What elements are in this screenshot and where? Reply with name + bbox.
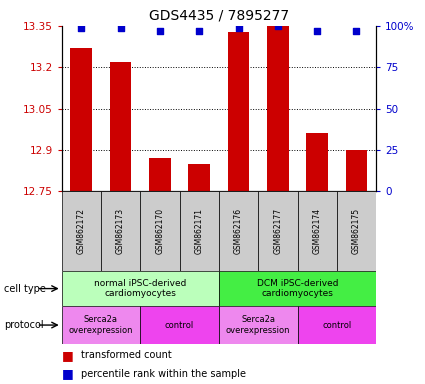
Text: ■: ■ [62, 367, 74, 381]
Point [353, 28, 360, 34]
Text: Serca2a
overexpression: Serca2a overexpression [226, 315, 290, 335]
Text: GSM862170: GSM862170 [156, 208, 164, 254]
Point [275, 23, 281, 29]
Bar [62, 271, 219, 306]
Text: normal iPSC-derived
cardiomyocytes: normal iPSC-derived cardiomyocytes [94, 279, 187, 298]
Bar [188, 164, 210, 191]
Text: Serca2a
overexpression: Serca2a overexpression [69, 315, 133, 335]
Text: GSM862174: GSM862174 [313, 208, 322, 254]
Point [78, 25, 85, 31]
Bar [219, 191, 258, 271]
Bar [267, 26, 289, 191]
Text: DCM iPSC-derived
cardiomyocytes: DCM iPSC-derived cardiomyocytes [257, 279, 338, 298]
Text: transformed count: transformed count [81, 350, 172, 360]
Bar [62, 306, 140, 344]
Bar [71, 48, 92, 191]
Bar [337, 191, 376, 271]
Text: GSM862175: GSM862175 [352, 208, 361, 254]
Bar [179, 191, 219, 271]
Point [196, 28, 203, 34]
Bar [140, 306, 219, 344]
Point [117, 25, 124, 31]
Bar [346, 150, 367, 191]
Text: ■: ■ [62, 349, 74, 362]
Bar [306, 133, 328, 191]
Text: control: control [322, 321, 351, 329]
Text: GSM862176: GSM862176 [234, 208, 243, 254]
Bar [140, 191, 179, 271]
Bar [258, 191, 297, 271]
Point [314, 28, 320, 34]
Text: GSM862177: GSM862177 [273, 208, 282, 254]
Bar [298, 191, 337, 271]
Text: control: control [165, 321, 194, 329]
Text: GSM862173: GSM862173 [116, 208, 125, 254]
Title: GDS4435 / 7895277: GDS4435 / 7895277 [149, 8, 289, 22]
Text: GSM862172: GSM862172 [77, 208, 86, 254]
Text: cell type: cell type [4, 283, 46, 294]
Bar [228, 31, 249, 191]
Bar [298, 306, 376, 344]
Bar [149, 158, 171, 191]
Bar [101, 191, 140, 271]
Point [156, 28, 163, 34]
Bar [219, 271, 376, 306]
Text: protocol: protocol [4, 320, 44, 330]
Bar [219, 306, 298, 344]
Bar [62, 191, 101, 271]
Text: GSM862171: GSM862171 [195, 208, 204, 254]
Bar [110, 62, 131, 191]
Text: percentile rank within the sample: percentile rank within the sample [81, 369, 246, 379]
Point [235, 25, 242, 31]
